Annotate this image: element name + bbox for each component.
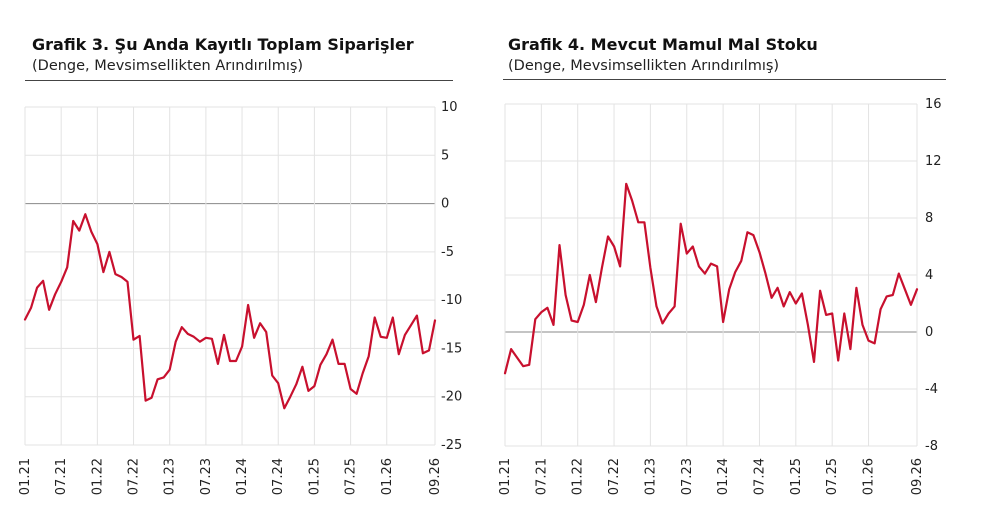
chart-3-y-tick-label: -10 [441,293,462,308]
chart-3-x-tick-label: 01.25 [307,458,322,495]
chart-3-title-rule [25,80,453,81]
chart-3-x-tick-label: 07.24 [271,458,286,495]
chart-4-x-tick-label: 01.26 [862,458,877,495]
chart-3-y-tick-label: -25 [441,438,462,453]
chart-3-x-tick-label: 01.21 [18,458,33,495]
chart-4-x-tick-label: 07.22 [607,458,622,495]
chart-3-x-tick-label: 07.25 [344,458,359,495]
chart-4-x-tick-label: 01.21 [498,458,513,495]
chart-4-title-rule [503,79,946,80]
chart-4-y-tick-label: 4 [925,268,933,283]
chart-4-y-tick-label: 16 [925,97,942,112]
chart-3-title: Grafik 3. Şu Anda Kayıtlı Toplam Sipariş… [32,35,414,54]
chart-4-series-line [503,182,919,375]
chart-3-y-tick-label: -15 [441,341,462,356]
chart-3-x-tick-label: 07.21 [54,458,69,495]
chart-3-y-tick-label: 0 [441,197,449,212]
chart-3-x-tick-label: 01.26 [380,458,395,495]
chart-4-x-tick-label: 07.24 [752,458,767,495]
chart-3-x-tick-label: 01.24 [235,458,250,495]
chart-3-series-line [23,213,437,410]
chart-4-x-tick-label: 01.22 [571,458,586,495]
chart-4-x-tick-label: 07.25 [825,458,840,495]
chart-3-x-tick-label: 01.23 [163,458,178,495]
chart-3-y-tick-label: 5 [441,148,449,163]
chart-3-x-tick-label: 09.26 [428,458,443,495]
chart-3-x-tick-label: 07.23 [199,458,214,495]
chart-3-y-tick-label: 10 [441,100,458,115]
chart-4-subtitle: (Denge, Mevsimsellikten Arındırılmış) [508,58,780,74]
chart-3-y-tick-label: -5 [441,245,454,260]
chart-4-x-tick-label: 07.21 [534,458,549,495]
chart-4-y-tick-label: 0 [925,325,933,340]
chart-4-plot: 16 12 8 4 0 -4 -8 01.21 07.21 01.22 07.22 01.23 07.2… [498,97,942,495]
chart-3-plot: 10 5 0 -5 -10 -15 -20 -25 01.21 07.21 01.22 07.22 01… [18,100,462,495]
chart-3-x-tick-label: 07.22 [127,458,142,495]
chart-4-x-tick-label: 01.25 [789,458,804,495]
chart-4-y-tick-label: 8 [925,211,933,226]
chart-4-y-tick-label: -8 [925,439,938,454]
chart-3-y-tick-label: -20 [441,390,462,405]
chart-4-x-tick-label: 01.23 [643,458,658,495]
chart-4-title: Grafik 4. Mevcut Mamul Mal Stoku [508,35,818,54]
chart-4-y-tick-label: 12 [925,154,942,169]
chart-4-y-tick-label: -4 [925,382,938,397]
chart-3-x-tick-label: 01.22 [90,458,105,495]
chart-4-x-tick-label: 07.23 [680,458,695,495]
chart-4-x-tick-label: 01.24 [716,458,731,495]
chart-4-x-tick-label: 09.26 [910,458,925,495]
chart-3-subtitle: (Denge, Mevsimsellikten Arındırılmış) [32,58,304,74]
